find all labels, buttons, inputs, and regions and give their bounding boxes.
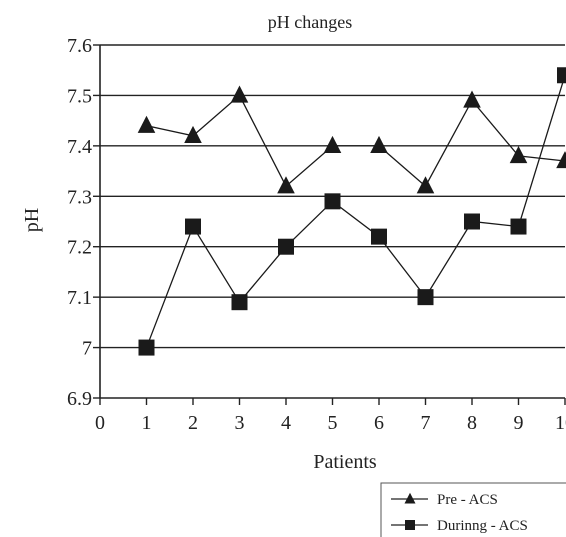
x-axis-label: Patients <box>313 451 377 473</box>
square-data-point <box>371 228 387 245</box>
y-tick-label: 7.3 <box>67 186 92 208</box>
y-tick-label: 7.1 <box>67 287 92 309</box>
legend-square-marker <box>405 520 415 530</box>
x-tick-label: 9 <box>514 412 524 434</box>
legend: Pre - ACS Durinng - ACS <box>380 482 566 537</box>
y-axis-label: pH <box>21 208 43 232</box>
triangle-data-point <box>370 135 388 154</box>
y-tick-label: 7.4 <box>67 136 92 158</box>
square-data-point <box>417 289 434 306</box>
triangle-data-point <box>277 176 295 194</box>
triangle-data-point <box>323 135 342 154</box>
triangle-data-point <box>137 115 156 133</box>
x-tick-label: 8 <box>467 412 477 434</box>
triangle-data-point <box>556 151 566 169</box>
y-tick-label: 6.9 <box>67 388 92 410</box>
x-tick-label: 6 <box>374 412 384 434</box>
x-tick-labels: 0 1 2 3 4 5 6 7 8 9 10 <box>95 412 566 434</box>
y-tick-labels: 6.9 7 7.1 7.2 7.3 7.4 7.5 7.6 <box>67 35 92 410</box>
triangle-data-point <box>230 85 249 103</box>
x-tick-label: 7 <box>421 412 431 434</box>
axes <box>99 45 566 405</box>
triangle-data-point <box>463 90 481 108</box>
square-data-point <box>278 238 294 255</box>
x-tick-label: 1 <box>142 412 152 434</box>
legend-label-1: Durinng - ACS <box>437 518 528 534</box>
series-line-0 <box>146 94 566 188</box>
x-tick-label: 10 <box>555 412 566 434</box>
square-data-point <box>138 339 155 356</box>
y-tick-label: 7 <box>82 338 92 360</box>
y-tick-label: 7.6 <box>67 35 92 57</box>
x-tick-label: 2 <box>188 412 198 434</box>
x-tick-label: 3 <box>235 412 245 434</box>
square-data-point <box>185 218 201 235</box>
x-tick-label: 0 <box>95 412 105 434</box>
triangle-data-point <box>509 146 528 164</box>
square-data-point <box>510 218 527 235</box>
square-data-point <box>324 193 341 210</box>
grid-lines <box>93 44 565 399</box>
chart-title: pH changes <box>268 12 352 32</box>
square-data-point <box>231 294 248 311</box>
square-data-point <box>557 67 566 84</box>
series-group <box>137 67 566 356</box>
square-data-point <box>464 213 480 230</box>
legend-items: Pre - ACS Durinng - ACS <box>391 492 528 534</box>
y-tick-label: 7.5 <box>67 85 92 107</box>
x-tick-label: 4 <box>281 412 291 434</box>
x-tick-label: 5 <box>328 412 338 434</box>
legend-triangle-marker <box>404 492 416 504</box>
triangle-data-point <box>184 125 202 143</box>
triangle-data-point <box>416 176 435 194</box>
y-tick-label: 7.2 <box>67 237 92 259</box>
series-line-1 <box>145 75 566 348</box>
legend-label-0: Pre - ACS <box>437 492 498 508</box>
